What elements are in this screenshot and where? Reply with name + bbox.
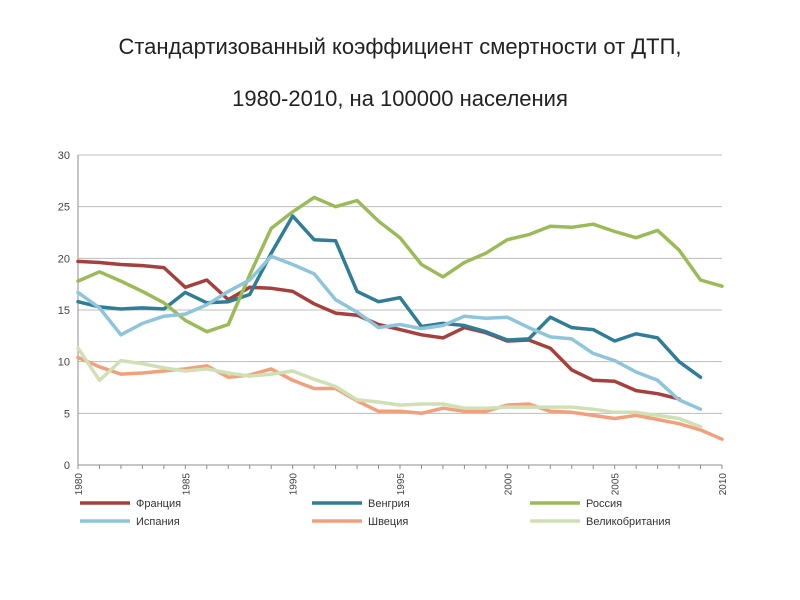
legend-label: Испания — [136, 516, 180, 528]
legend-label: Великобритания — [586, 516, 671, 528]
series-line-3 — [76, 254, 703, 411]
y-tick-label: 20 — [58, 253, 70, 265]
x-tick-label: 1985 — [181, 473, 192, 496]
x-tick-label: 2010 — [718, 473, 729, 496]
legend-label: Россия — [586, 498, 622, 510]
chart-title-line2: 1980-2010, на 100000 населения — [232, 86, 568, 111]
x-tick-label: 1995 — [396, 473, 407, 496]
axes: 0 5 10 15 20 25 30 1980 1985 1990 1995 2000 2005 2010 — [58, 150, 729, 495]
y-tick-label: 15 — [58, 305, 70, 317]
y-tick-label: 5 — [64, 408, 70, 420]
legend-label: Швеция — [368, 516, 408, 528]
series-line-5 — [76, 346, 703, 429]
series-lines — [76, 195, 724, 441]
series-line-4 — [76, 355, 724, 441]
y-tick-label: 0 — [64, 460, 70, 472]
legend-label: Венгрия — [368, 498, 410, 510]
y-tick-label: 30 — [58, 150, 70, 162]
y-tick-label: 10 — [58, 357, 70, 369]
x-tick-label: 1990 — [289, 473, 300, 496]
x-tick-label: 1980 — [74, 473, 85, 496]
series-line-0 — [76, 259, 681, 401]
legend-label: Франция — [136, 498, 181, 510]
y-tick-label: 25 — [58, 202, 70, 214]
x-tick-label: 2005 — [611, 473, 622, 496]
series-line-1 — [76, 214, 703, 379]
chart-title-line1: Стандартизованный коэффициент смертности… — [118, 34, 682, 59]
x-tick-label: 2000 — [503, 473, 514, 496]
series-line-2 — [76, 195, 724, 334]
legend: Франция Венгрия Россия Испания Швеция Великоб… — [80, 498, 671, 528]
